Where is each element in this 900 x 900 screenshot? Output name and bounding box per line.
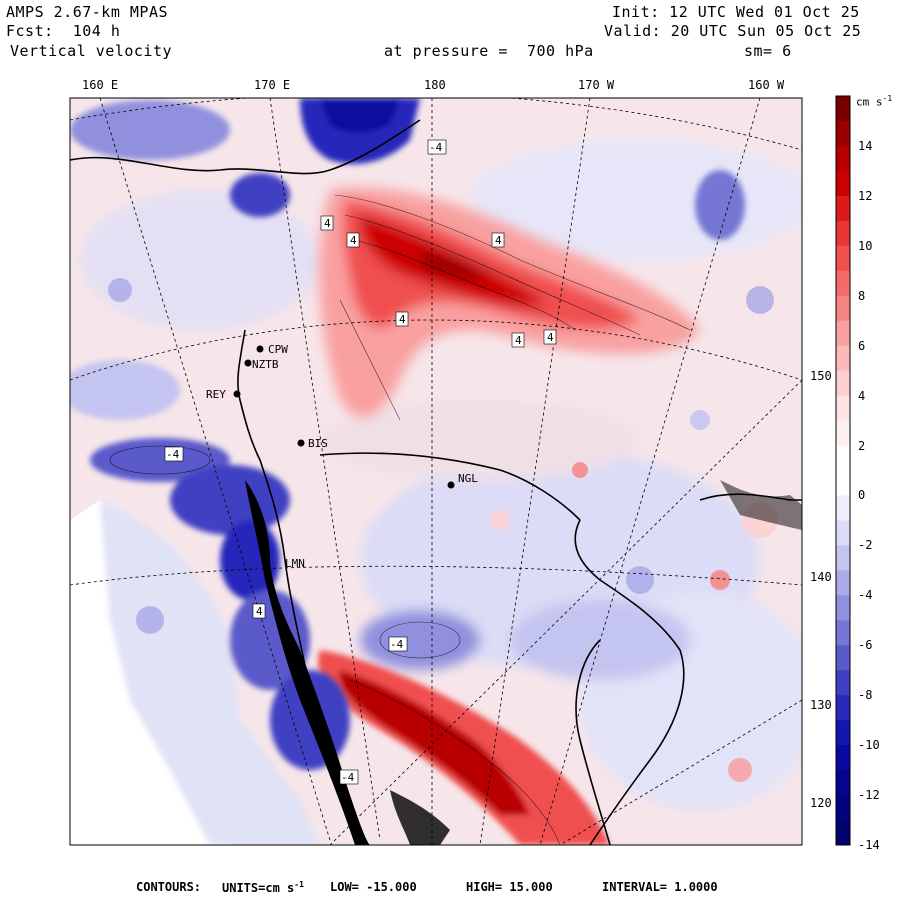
map-frame: [69, 97, 803, 846]
footer-interval: INTERVAL= 1.0000: [602, 880, 718, 894]
colorbar-swatch: [836, 96, 850, 122]
station-dot-cpw: [256, 345, 264, 353]
colorbar-swatch: [836, 620, 850, 646]
colorbar-swatch: [836, 345, 850, 372]
station-label-lmn: LMN: [285, 557, 305, 570]
lon-tick: 160 E: [82, 78, 119, 92]
colorbar-tick-label: 10: [858, 238, 873, 253]
colorbar-tick-label: 4: [858, 388, 866, 403]
colorbar-swatch: [836, 795, 850, 821]
lon-tick: 160 W: [748, 78, 785, 92]
colorbar-swatch: [836, 720, 850, 746]
colorbar-swatch: [836, 520, 850, 546]
colorbar-swatch: [836, 595, 850, 621]
contour-label: -4: [166, 448, 180, 461]
colorbar-swatch: [836, 820, 850, 846]
lon-tick: 180: [424, 78, 446, 92]
colorbar-tick-label: -6: [858, 638, 873, 653]
station-label-nztb: NZTB: [252, 358, 279, 371]
colorbar-swatch: [836, 420, 850, 447]
colorbar-swatch: [836, 170, 850, 197]
contour-label-group: 4 4 4 4 4 4 4 -4 -4 -4 -4: [164, 139, 557, 785]
colorbar-swatch: [836, 120, 850, 147]
colorbar-swatch: [836, 270, 850, 297]
colorbar-tick-label: -14: [858, 838, 880, 852]
colorbar-swatch: [836, 495, 850, 521]
station-label-cpw: CPW: [268, 343, 288, 356]
valid-time: Valid: 20 UTC Sun 05 Oct 25: [604, 22, 862, 40]
colorbar-swatch: [836, 145, 850, 172]
colorbar-tick-label: 2: [858, 438, 866, 453]
colorbar-tick-label: -4: [858, 588, 873, 603]
station-dot-ngl: [447, 481, 455, 489]
colorbar-swatch: [836, 295, 850, 322]
colorbar-frame: [835, 95, 851, 846]
colorbar-swatch: [836, 545, 850, 571]
station-dot-rey: [233, 390, 241, 398]
colorbar-tick-label: -2: [858, 538, 873, 553]
colorbar-swatch: [836, 245, 850, 272]
contour-label: -4: [341, 771, 355, 784]
footer-low: LOW= -15.000: [330, 880, 417, 894]
contour-label: 4: [256, 605, 263, 618]
colorbar: [836, 96, 850, 846]
colorbar-swatch: [836, 645, 850, 671]
pressure-level: at pressure = 700 hPa: [384, 42, 594, 60]
colorbar-swatch: [836, 670, 850, 696]
contour-label: -4: [390, 638, 404, 651]
colorbar-tick-label: 12: [858, 188, 873, 203]
forecast-hour: Fcst: 104 h: [6, 22, 121, 40]
lon-tick: 170 E: [254, 78, 291, 92]
station-markers: [233, 345, 455, 489]
contour-label: 4: [515, 334, 522, 347]
colorbar-swatch: [836, 695, 850, 721]
station-dot-nztb: [244, 359, 252, 367]
contour-label: 4: [547, 331, 554, 344]
contour-label: -4: [429, 141, 443, 154]
velocity-field: [70, 98, 802, 845]
colorbar-swatch: [836, 745, 850, 771]
colorbar-tick-label: -12: [858, 788, 880, 803]
colorbar-swatch: [836, 470, 850, 496]
contour-label: 4: [399, 313, 406, 326]
contour-label: 4: [350, 234, 357, 247]
model-title: AMPS 2.67-km MPAS: [6, 3, 169, 21]
station-dot-bis: [297, 439, 305, 447]
contour-label: 4: [495, 234, 502, 247]
footer-contours: CONTOURS:: [136, 880, 202, 894]
colorbar-swatch: [836, 445, 850, 471]
colorbar-tick-label: 0: [858, 488, 866, 503]
smoothing: sm= 6: [744, 42, 792, 60]
init-time: Init: 12 UTC Wed 01 Oct 25: [612, 3, 860, 21]
colorbar-tick-label: -8: [858, 688, 873, 703]
contour-label: 4: [324, 217, 331, 230]
colorbar-swatch: [836, 370, 850, 397]
colorbar-tick-label: 6: [858, 338, 866, 353]
footer-high: HIGH= 15.000: [466, 880, 553, 894]
colorbar-swatch: [836, 395, 850, 422]
station-label-rey: REY: [206, 388, 226, 401]
colorbar-swatch: [836, 220, 850, 247]
colorbar-swatch: [836, 570, 850, 596]
lon-tick: 170 W: [578, 78, 615, 92]
field-name: Vertical velocity: [10, 42, 173, 60]
station-label-ngl: NGL: [458, 472, 478, 485]
colorbar-swatch: [836, 195, 850, 222]
colorbar-units: cm s-1: [856, 94, 893, 109]
colorbar-swatch: [836, 770, 850, 796]
colorbar-swatch: [836, 320, 850, 347]
footer-units: UNITS=cm s-1: [222, 880, 304, 895]
colorbar-tick-label: 14: [858, 138, 873, 153]
colorbar-tick-label: 8: [858, 288, 866, 303]
colorbar-tick-label: -10: [858, 738, 880, 753]
station-label-bis: BIS: [308, 437, 328, 450]
